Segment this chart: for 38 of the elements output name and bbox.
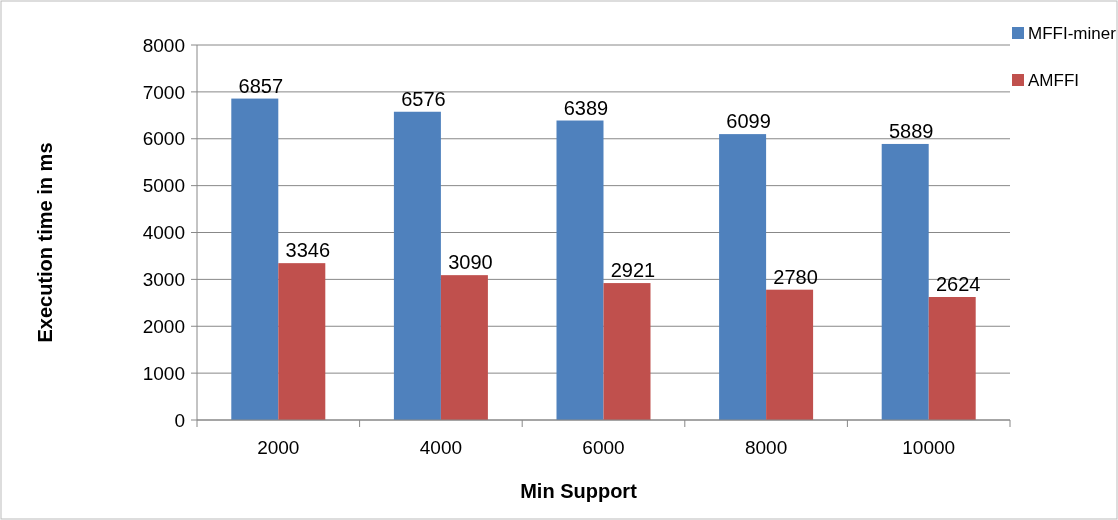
x-tick-label: 6000 <box>582 437 625 458</box>
x-tick-label: 2000 <box>257 437 300 458</box>
legend-label: AMFFI <box>1028 70 1079 90</box>
bar <box>556 120 604 420</box>
y-tick-label: 7000 <box>142 81 185 103</box>
bar <box>231 98 279 420</box>
bar <box>393 111 441 420</box>
y-tick-label: 5000 <box>142 175 185 197</box>
data-label: 6857 <box>238 74 284 97</box>
x-tick-label: 10000 <box>902 437 956 458</box>
legend-label: MFFI-miner <box>1028 23 1117 43</box>
data-label: 3090 <box>448 251 493 274</box>
data-label: 5889 <box>888 119 934 142</box>
x-axis-title: Min Support <box>520 480 638 502</box>
bar <box>928 297 976 420</box>
y-tick-label: 0 <box>174 409 185 431</box>
data-label: 6099 <box>726 110 771 133</box>
data-label: 2624 <box>935 273 981 295</box>
x-tick-label: 4000 <box>419 437 463 458</box>
data-label: 2921 <box>610 259 656 282</box>
data-label: 6389 <box>563 96 609 119</box>
y-tick-label: 3000 <box>142 269 185 291</box>
y-tick-label: 1000 <box>142 362 185 384</box>
bar <box>719 134 767 420</box>
y-tick-label: 2000 <box>142 315 185 337</box>
y-tick-label: 4000 <box>142 222 185 244</box>
y-axis-title: Execution time in ms <box>34 142 56 343</box>
bar <box>766 289 814 420</box>
bar <box>603 283 651 420</box>
y-tick-label: 6000 <box>142 128 185 150</box>
data-label: 6576 <box>401 87 446 110</box>
x-tick-label: 8000 <box>744 437 788 458</box>
y-tick-label: 8000 <box>142 34 185 56</box>
data-label: 2780 <box>773 265 818 288</box>
bar <box>881 143 929 420</box>
bar <box>440 275 488 420</box>
bar <box>278 263 326 420</box>
data-label: 3346 <box>285 239 331 262</box>
